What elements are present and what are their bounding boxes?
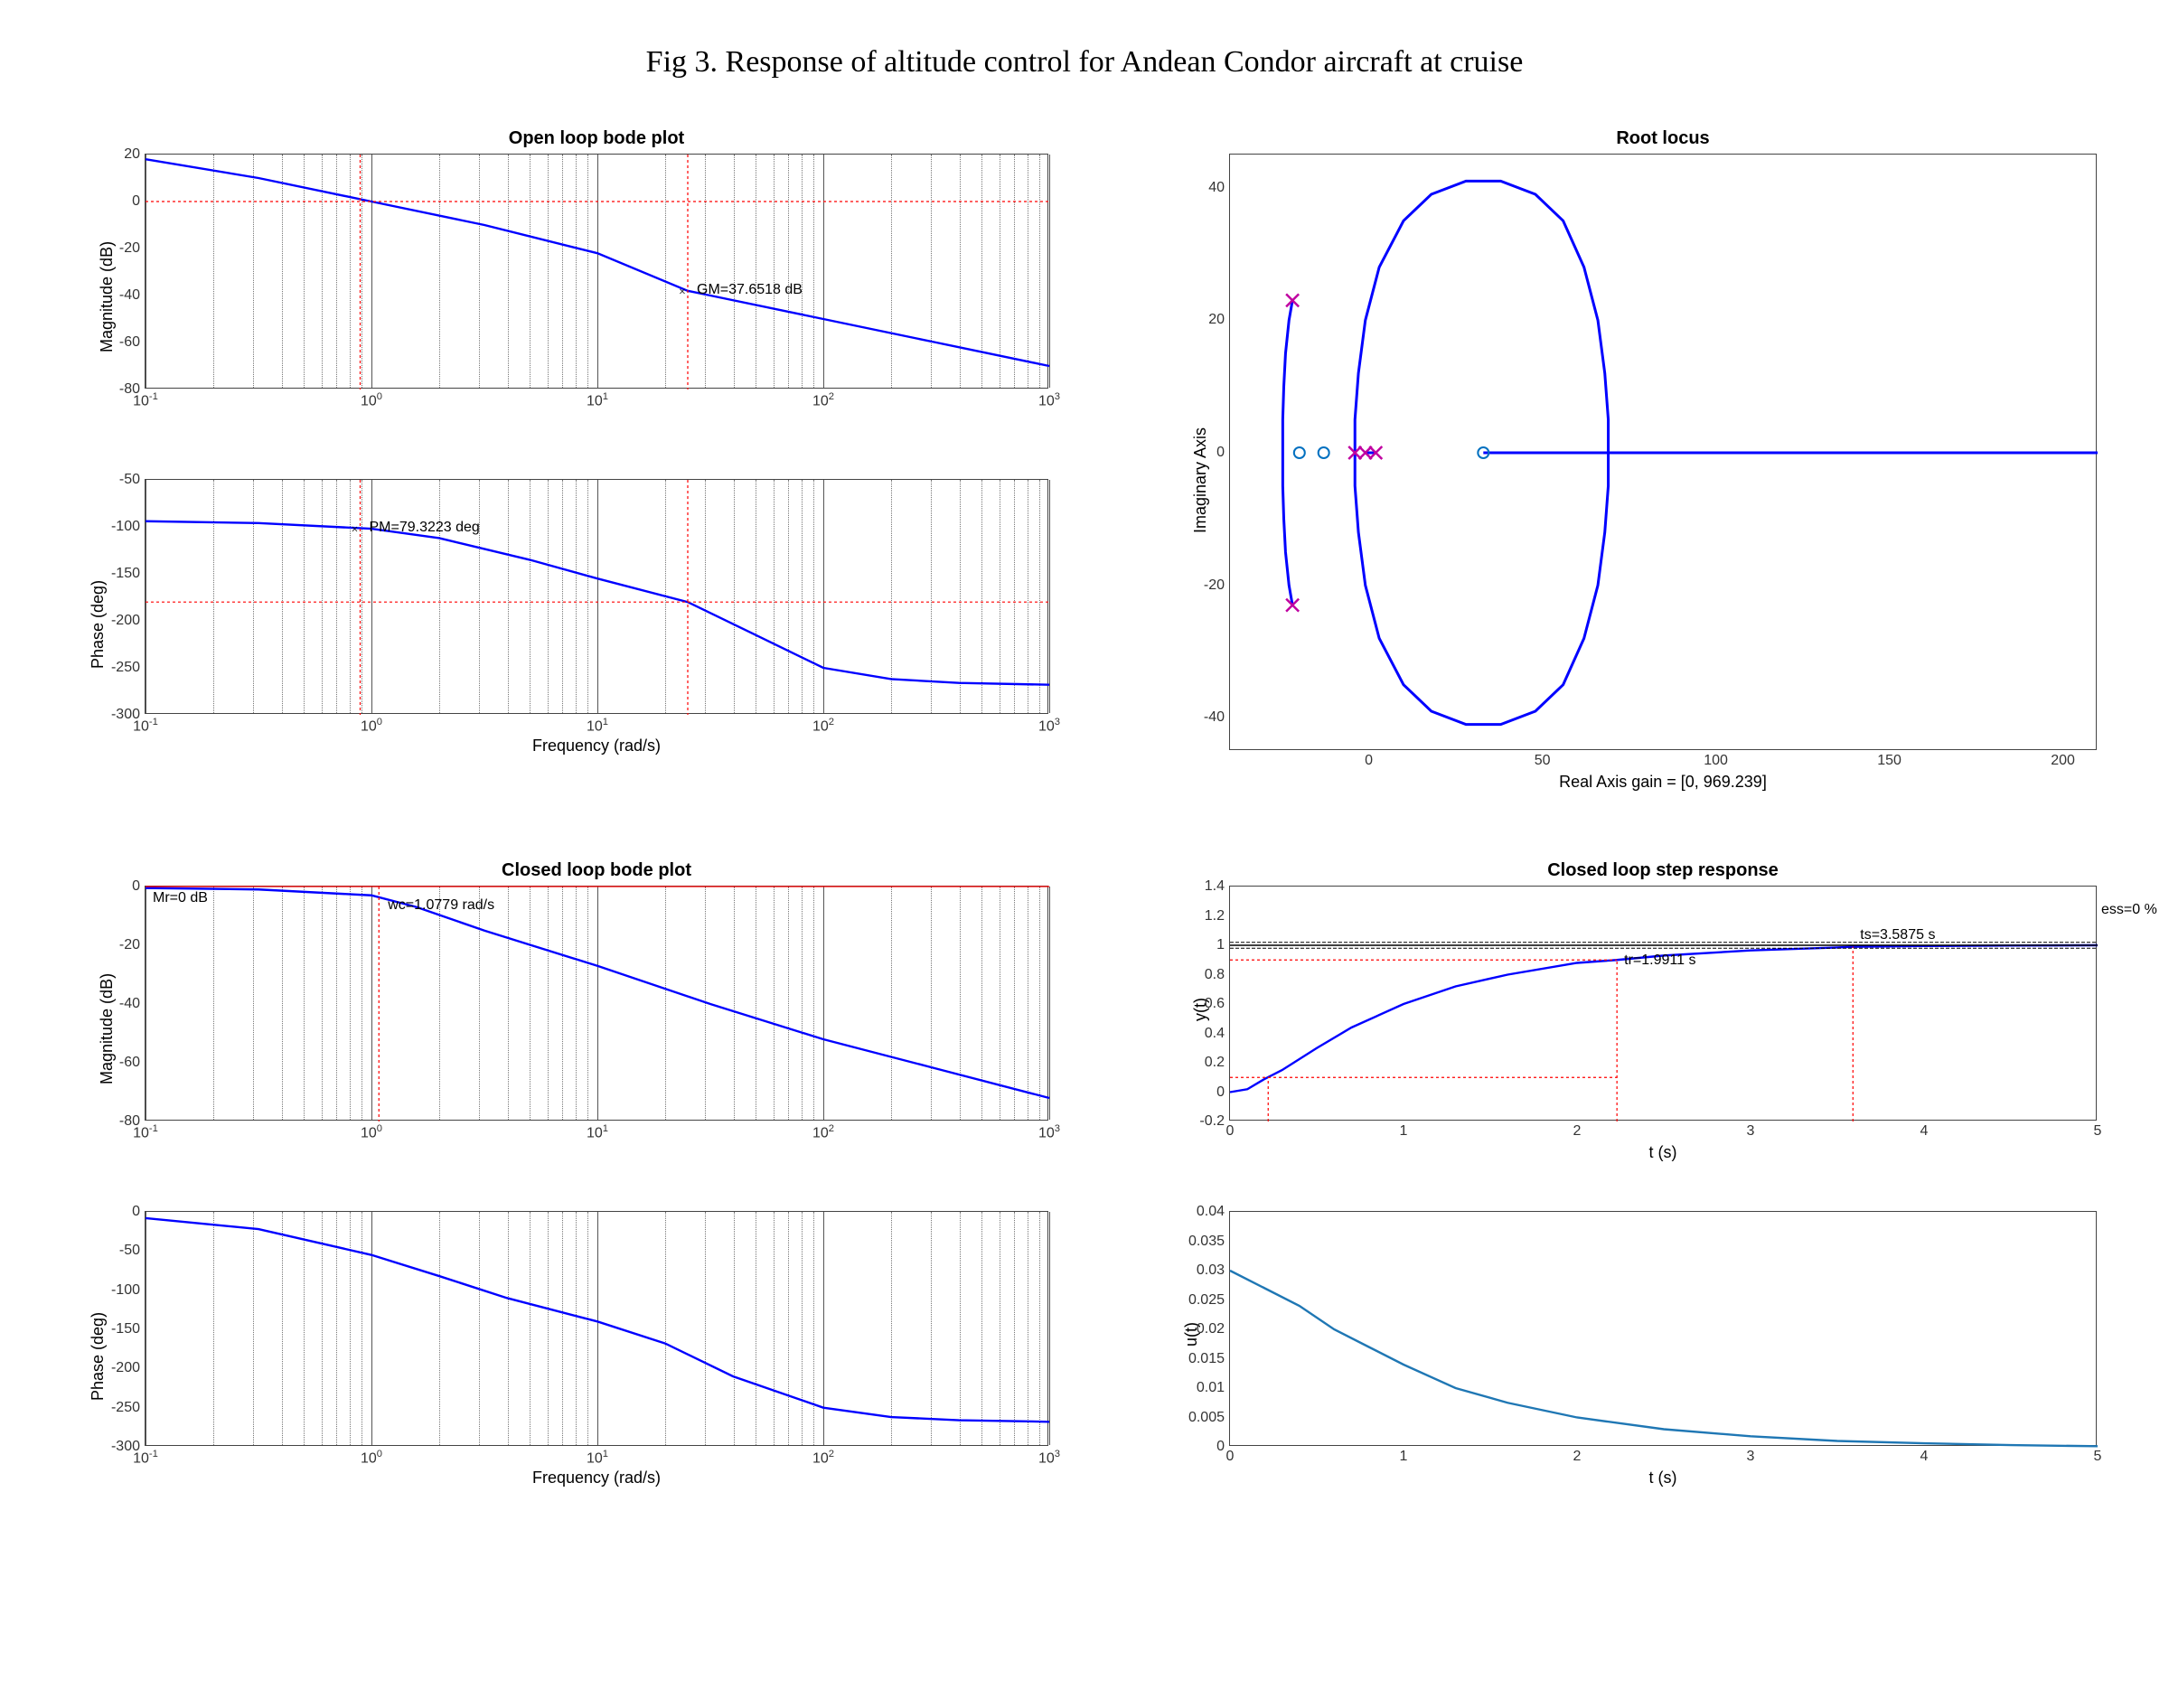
svg-text:×: × <box>352 523 359 537</box>
ts-label: ts=3.5875 s <box>1860 927 1935 943</box>
tr-label: tr=1.9911 s <box>1624 953 1695 969</box>
root-locus-title: Root locus <box>1229 128 2097 149</box>
closed-bode-phase-axes: 10-1100101102103-300-250-200-150-100-500 <box>145 1211 1048 1446</box>
open-bode-phase-panel: Phase (deg) 10-1100101102103-300-250-200… <box>145 479 1048 714</box>
open-bode-xlabel: Frequency (rad/s) <box>145 737 1048 755</box>
closed-bode-mag-ylabel: Magnitude (dB) <box>98 973 117 1084</box>
root-locus-panel: Root locus Imaginary Axis 050100150200-4… <box>1229 154 2097 750</box>
step-y-xlabel: t (s) <box>1229 1143 2097 1162</box>
root-locus-xlabel: Real Axis gain = [0, 969.239] <box>1229 773 2097 792</box>
closed-bode-mag-axes: 10-1100101102103-80-60-40-200Mr=0 dBwc=1… <box>145 886 1048 1121</box>
open-bode-mag-panel: Open loop bode plot Magnitude (dB) 10-11… <box>145 154 1048 389</box>
closed-bode-phase-ylabel: Phase (deg) <box>89 1312 108 1401</box>
step-u-panel: u(t) 01234500.0050.010.0150.020.0250.030… <box>1229 1211 2097 1446</box>
root-locus-ylabel: Imaginary Axis <box>1191 427 1210 533</box>
open-bode-phase-ylabel: Phase (deg) <box>89 580 108 669</box>
closed-bode-title: Closed loop bode plot <box>145 860 1048 881</box>
open-bode-phase-axes: 10-1100101102103-300-250-200-150-100-50×… <box>145 479 1048 714</box>
step-u-xlabel: t (s) <box>1229 1469 2097 1487</box>
step-u-axes: 01234500.0050.010.0150.020.0250.030.0350… <box>1229 1211 2097 1446</box>
open-bode-title: Open loop bode plot <box>145 128 1048 149</box>
closed-bode-mag-panel: Closed loop bode plot Magnitude (dB) 10-… <box>145 886 1048 1121</box>
wc-label: wc=1.0779 rad/s <box>388 897 494 914</box>
closed-bode-phase-panel: Phase (deg) 10-1100101102103-300-250-200… <box>145 1211 1048 1446</box>
closed-bode-xlabel: Frequency (rad/s) <box>145 1469 1048 1487</box>
root-locus-axes: 050100150200-40-2002040 <box>1229 154 2097 750</box>
ess-label: ess=0 % <box>2101 902 2157 918</box>
step-title: Closed loop step response <box>1229 860 2097 881</box>
mr-label: Mr=0 dB <box>153 890 208 906</box>
svg-text:×: × <box>679 286 686 299</box>
step-y-panel: Closed loop step response y(t) 012345-0.… <box>1229 886 2097 1121</box>
gm-label: GM=37.6518 dB <box>697 282 803 298</box>
page-title: Fig 3. Response of altitude control for … <box>0 45 2169 80</box>
open-bode-mag-axes: 10-1100101102103-80-60-40-20020×GM=37.65… <box>145 154 1048 389</box>
open-bode-mag-ylabel: Magnitude (dB) <box>98 241 117 352</box>
step-y-axes: 012345-0.200.20.40.60.811.21.4tr=1.9911 … <box>1229 886 2097 1121</box>
pm-label: PM=79.3223 deg <box>370 520 480 536</box>
